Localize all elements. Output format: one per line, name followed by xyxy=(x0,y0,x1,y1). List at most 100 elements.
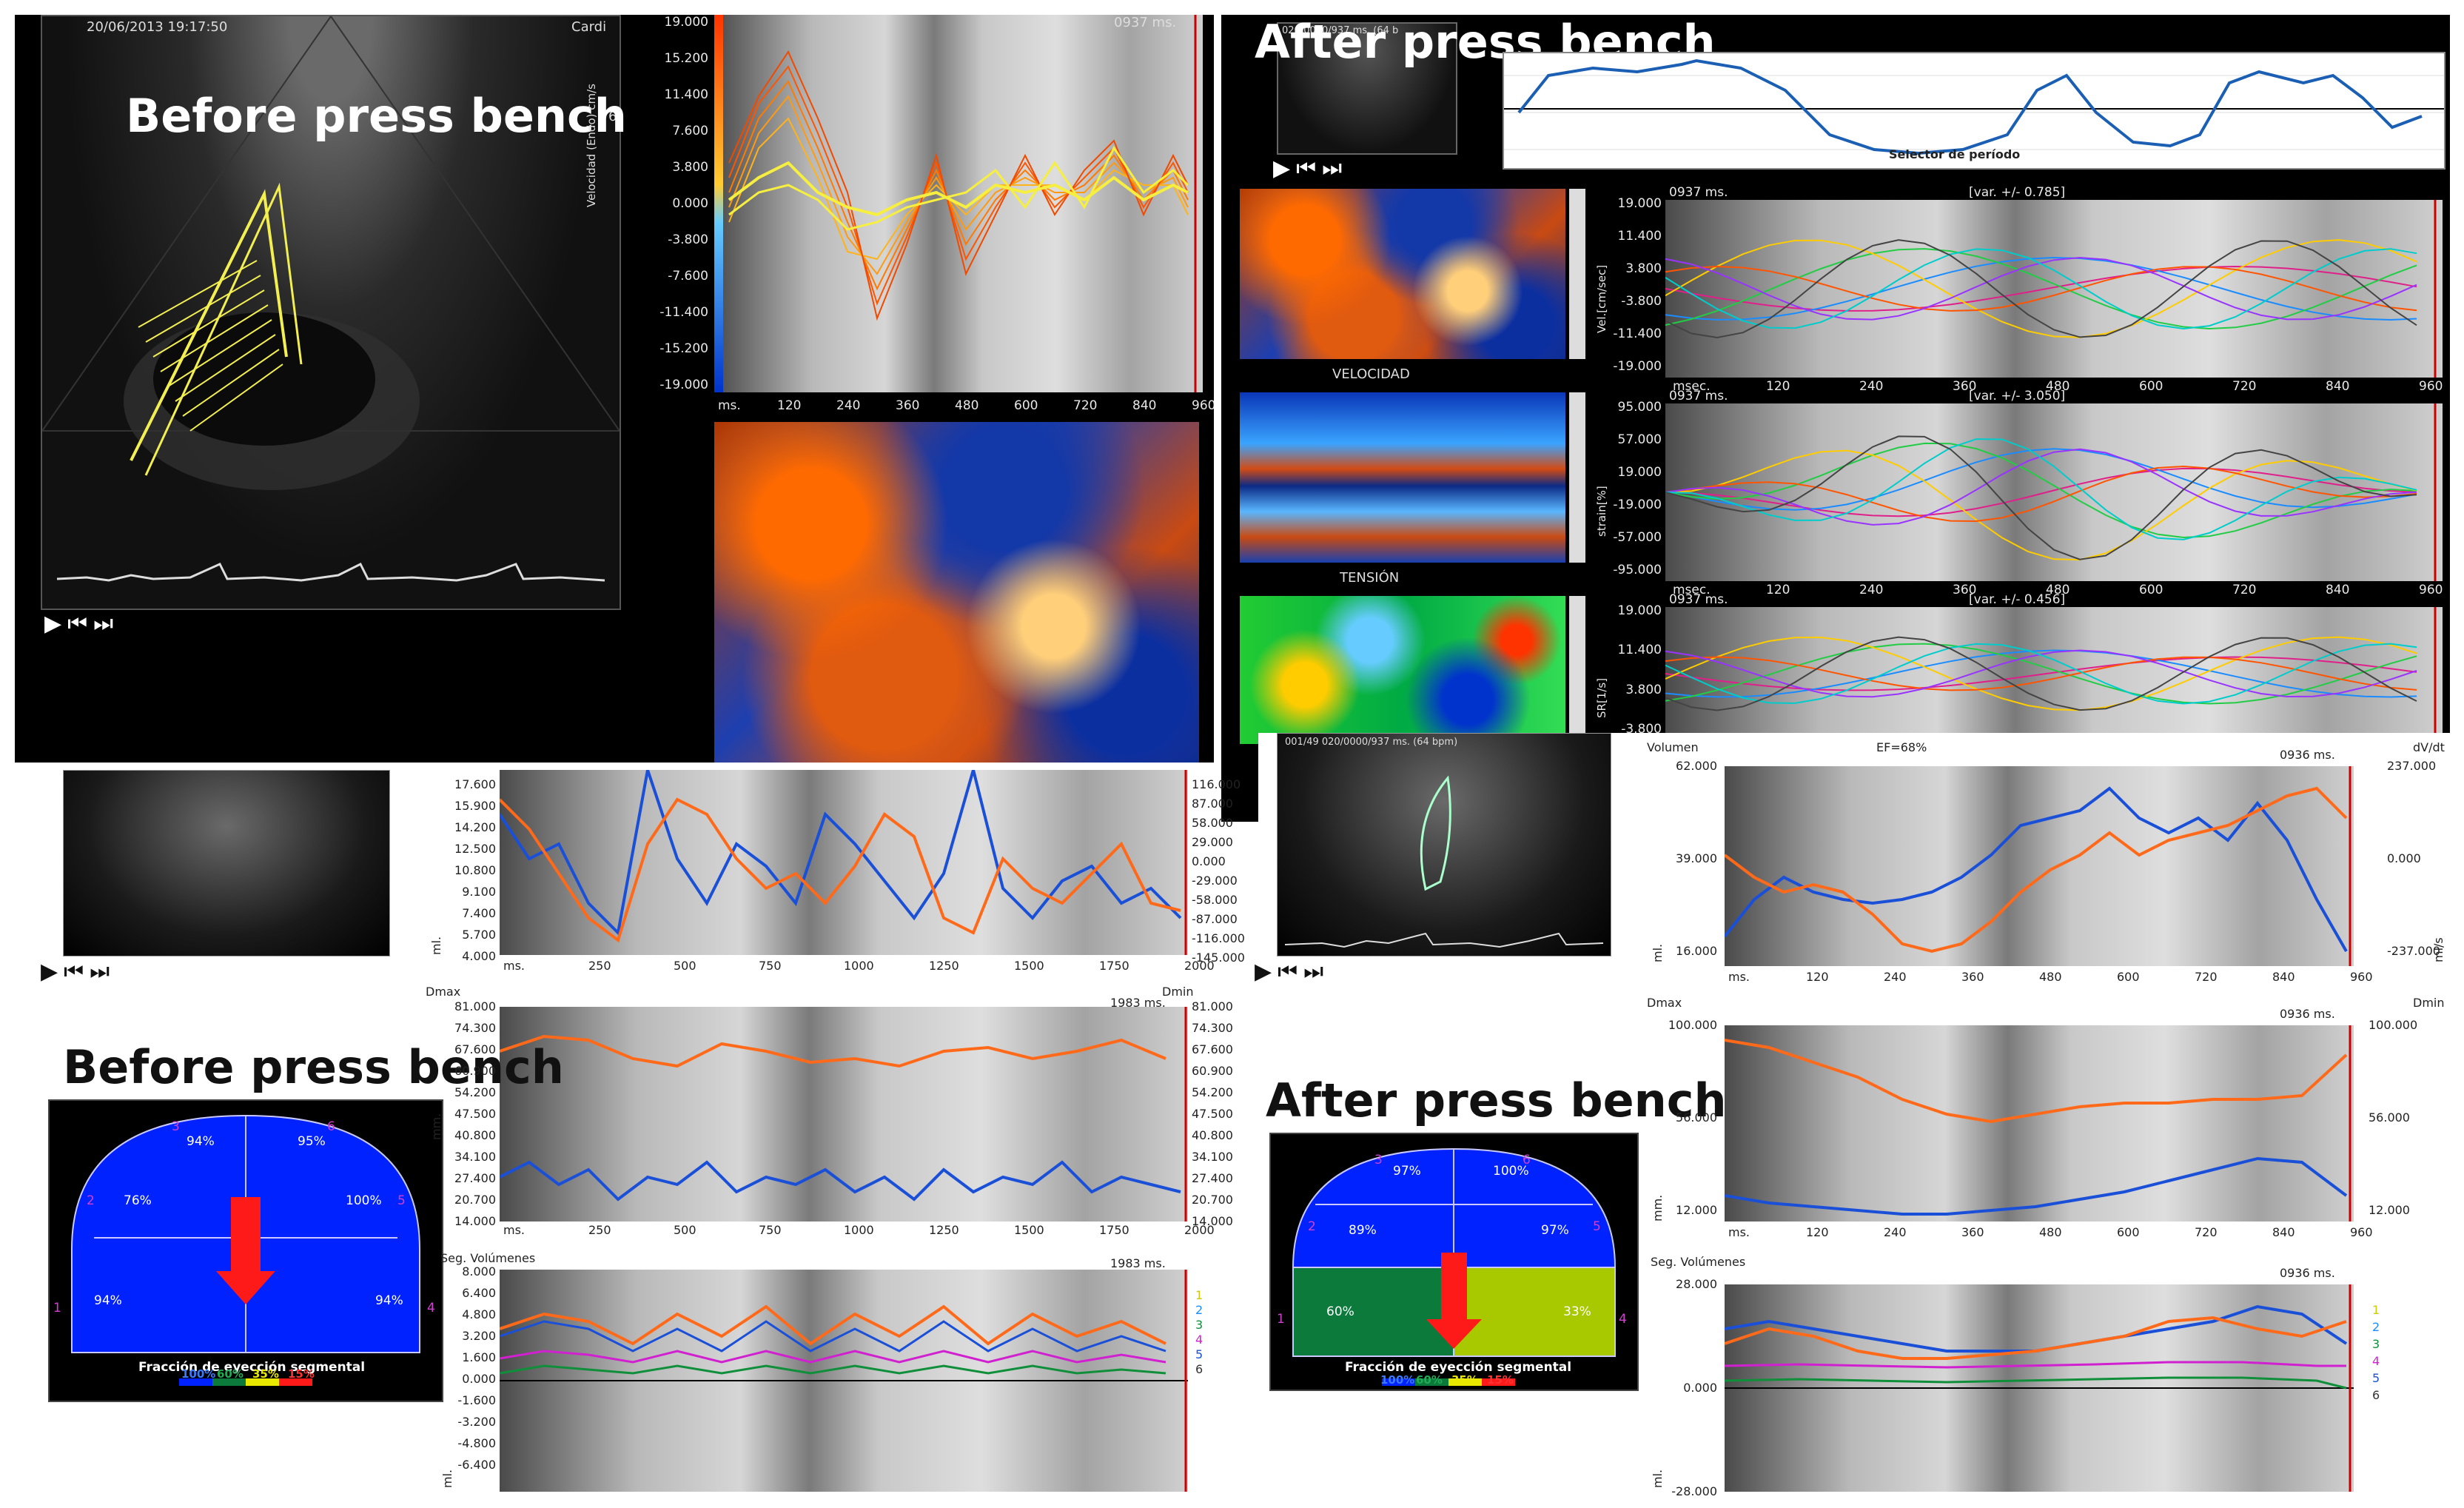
br-seg-value-4: 33% xyxy=(1563,1304,1591,1319)
segment-waveform xyxy=(1665,448,2417,526)
br-seg-num-5: 5 xyxy=(1593,1219,1601,1234)
segment-waveform xyxy=(1665,438,2417,540)
br-vol-label-right: dV/dt xyxy=(2413,740,2445,754)
seg-value-5: 100% xyxy=(346,1193,382,1208)
waveform-xtick: 960 xyxy=(2419,379,2443,394)
bl-vol-xtick: 2000 xyxy=(1184,959,1215,973)
waveform-xtick: 240 xyxy=(1859,379,1884,394)
br-vol-ytick-left: 16.000 xyxy=(1676,944,1717,958)
bl-vol-xtick: 750 xyxy=(759,959,782,973)
br-vol-xtick: ms. xyxy=(1728,970,1750,984)
waveform-ytick: 19.000 xyxy=(1617,196,1662,211)
bl-dim-ytick-right: 34.100 xyxy=(1192,1150,1233,1164)
bl-dim-ytick-left: 20.700 xyxy=(454,1193,496,1207)
br-vol-ytick-right: 237.000 xyxy=(2387,759,2437,773)
bl-dim-ytick-left: 40.800 xyxy=(454,1128,496,1142)
bl-seg-ytick: 1.600 xyxy=(462,1350,496,1364)
period-selector[interactable]: Selector de período xyxy=(1503,52,2445,170)
velocity-ytick: -3.800 xyxy=(668,232,708,247)
bl-dim-ytick-right: 60.900 xyxy=(1192,1064,1233,1078)
playback-controls-br[interactable]: ▶⏮⏭ xyxy=(1255,959,1330,985)
br-seg-value-3: 97% xyxy=(1393,1164,1421,1179)
bottom-left-panel: ▶⏮⏭ Before press bench xyxy=(15,770,1245,1492)
bl-vol-xtick: ms. xyxy=(503,959,526,973)
waveform-ytick: 95.000 xyxy=(1617,400,1662,415)
segment-waveform xyxy=(1665,467,2417,517)
bl-segment-volumes-plot xyxy=(500,1270,1188,1492)
waveform-xtick: 840 xyxy=(2326,583,2350,597)
bl-vol-ytick-left: 7.400 xyxy=(462,906,496,920)
br-dim-xtick: 840 xyxy=(2272,1225,2295,1239)
waveform-xtick: 840 xyxy=(2326,379,2350,394)
br-dim-xtick: 360 xyxy=(1961,1225,1984,1239)
bl-dim-ytick-left: 34.100 xyxy=(454,1150,496,1164)
waveform-header-right: [var. +/- 0.456] xyxy=(1969,592,2066,607)
waveform-ytick: 3.800 xyxy=(1625,682,1662,697)
bl-vol-ytick-right: -116.000 xyxy=(1192,931,1245,945)
br-seg-ylabel: ml. xyxy=(1651,1469,1665,1488)
bl-seg-ytick: 3.200 xyxy=(462,1329,496,1343)
velocity-ylabel: Velocidad (Endo) cm/s xyxy=(585,84,598,207)
bl-dim-label-left: Dmax xyxy=(426,985,461,999)
segment-waveform xyxy=(1665,636,2417,711)
waveform-ytick: 3.800 xyxy=(1625,261,1662,276)
waveform-ytick: 57.000 xyxy=(1617,432,1662,447)
waveform-xtick: 600 xyxy=(2139,583,2163,597)
bl-dim-ytick-right: 40.800 xyxy=(1192,1128,1233,1142)
bl-seg-label: Seg. Volúmenes xyxy=(440,1251,536,1265)
title-before-bottom: Before press bench xyxy=(63,1040,564,1094)
br-seg-ytick: -28.000 xyxy=(1671,1484,1717,1498)
map-label-velocidad: VELOCIDAD xyxy=(1332,366,1410,382)
bl-dim-ytick-left: 60.900 xyxy=(454,1064,496,1078)
playback-controls-bl[interactable]: ▶⏮⏭ xyxy=(41,959,116,985)
seg-value-4: 94% xyxy=(375,1293,403,1308)
bl-dimension-plot xyxy=(500,1007,1188,1222)
strain-rate-segments-plot xyxy=(1665,607,2443,740)
waveform-ylabel: SR[1/s] xyxy=(1595,677,1608,718)
waveform-xtick: 600 xyxy=(2139,379,2163,394)
br-dim-label-left: Dmax xyxy=(1647,996,1682,1010)
thumb-header: 020/0000/937 ms. (64 b xyxy=(1282,25,1399,36)
playback-controls[interactable]: ▶⏮⏭ xyxy=(44,611,120,637)
top-right-panel: 020/0000/937 ms. (64 b ▶⏮⏭ After press b… xyxy=(1221,15,2450,822)
bl-dim-xtick: 750 xyxy=(759,1223,782,1237)
br-seg-num-2: 2 xyxy=(1308,1219,1316,1234)
waveform-xtick: 360 xyxy=(1953,379,1977,394)
map-scrollbar-1[interactable] xyxy=(1569,189,1585,359)
seg-num-5: 5 xyxy=(397,1193,406,1208)
seg-num-2: 2 xyxy=(87,1193,95,1208)
bl-seg-id: 6 xyxy=(1195,1362,1204,1376)
br-thumb-echo: 001/49 020/0000/937 ms. (64 bpm) xyxy=(1277,733,1611,956)
velocity-xtick: 360 xyxy=(896,398,920,413)
velocity-heatmap xyxy=(714,422,1199,763)
br-dim-xtick: 600 xyxy=(2117,1225,2140,1239)
br-dim-ytick-right: 100.000 xyxy=(2369,1018,2418,1032)
bl-bullseye-legend: 35% xyxy=(252,1367,279,1381)
velocity-ytick: 0.000 xyxy=(672,196,708,211)
bl-bullseye-panel: 3 94% 6 95% 2 76% 5 100% 1 94% 4 94% Fra… xyxy=(48,1099,443,1402)
bottom-right-panel: 001/49 020/0000/937 ms. (64 bpm) ▶⏮⏭ Aft… xyxy=(1255,733,2450,1498)
playback-controls-top-right[interactable]: ▶⏮⏭ xyxy=(1273,155,1349,181)
bl-dim-xtick: 2000 xyxy=(1184,1223,1215,1237)
map-scrollbar-2[interactable] xyxy=(1569,392,1585,563)
map-scrollbar-3[interactable] xyxy=(1569,596,1585,744)
bl-vol-ytick-left: 15.900 xyxy=(454,799,496,813)
velocity-ytick: -11.400 xyxy=(659,305,708,320)
seg-value-2: 76% xyxy=(124,1193,152,1208)
seg-num-4: 4 xyxy=(427,1301,435,1316)
waveform-ytick: -3.800 xyxy=(1621,294,1662,309)
bl-seg-id: 1 xyxy=(1195,1288,1204,1302)
br-seg-id: 5 xyxy=(2372,1371,2380,1385)
bl-vol-ylabel: ml. xyxy=(429,936,443,955)
bl-bullseye-legend: 100% xyxy=(181,1367,216,1381)
bl-dim-ytick-right: 20.700 xyxy=(1192,1193,1233,1207)
bl-seg-id: 4 xyxy=(1195,1333,1204,1347)
br-vol-ytick-left: 62.000 xyxy=(1676,759,1717,773)
segment-waveform xyxy=(1665,248,2417,330)
br-dim-xtick: 480 xyxy=(2039,1225,2062,1239)
waveform-ytick: 11.400 xyxy=(1617,643,1662,658)
bl-vol-ytick-left: 4.000 xyxy=(462,949,496,963)
seg-value-1: 94% xyxy=(94,1293,122,1308)
bl-dim-xtick: ms. xyxy=(503,1223,526,1237)
velocity-xtick: 720 xyxy=(1073,398,1098,413)
